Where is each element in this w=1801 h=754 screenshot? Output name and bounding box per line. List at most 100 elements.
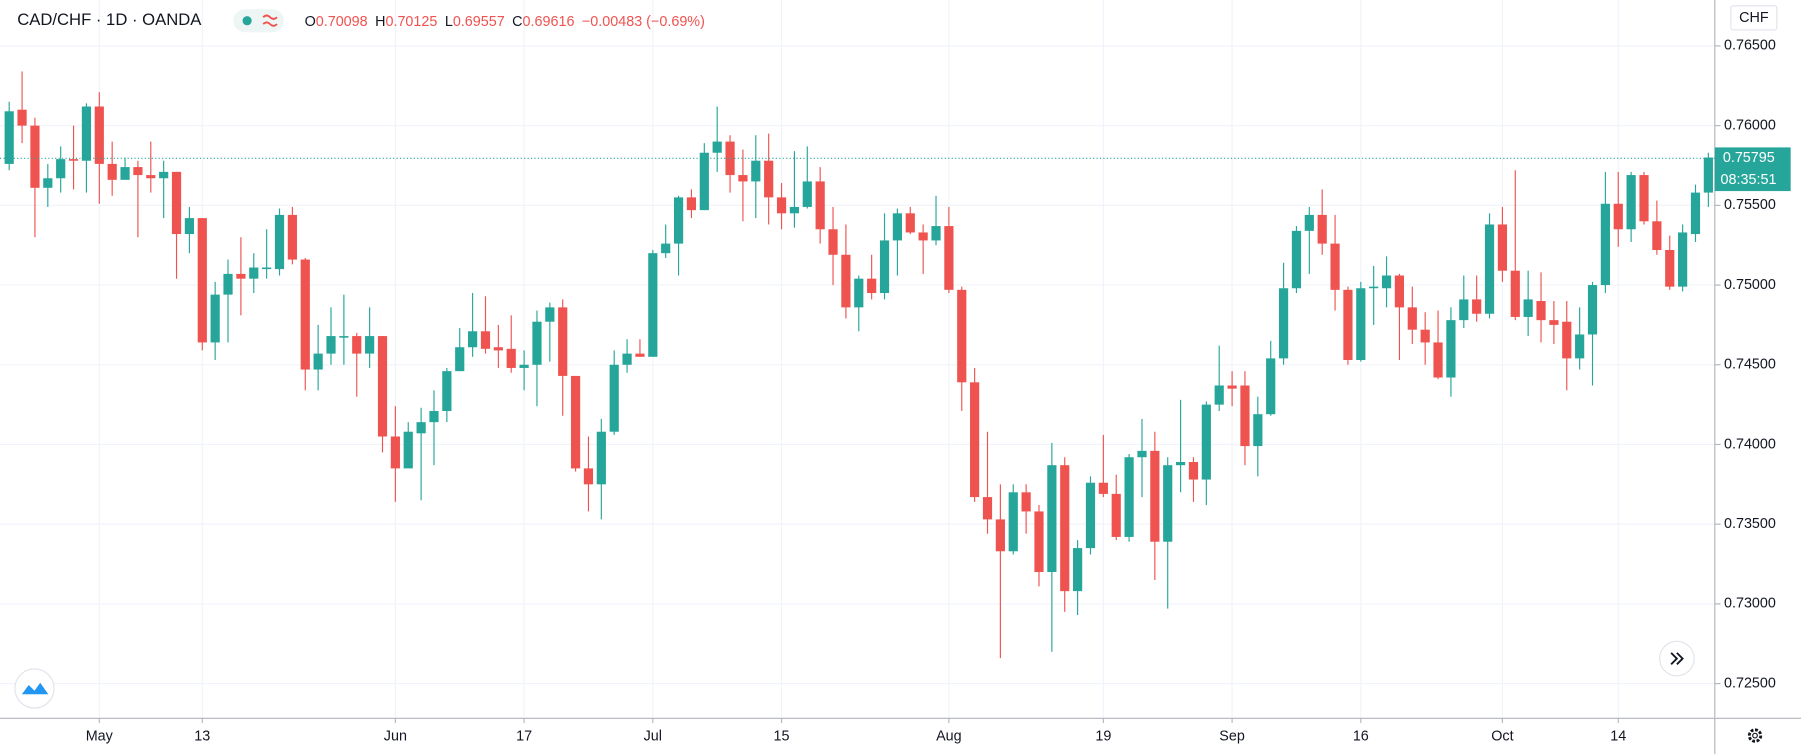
candle-body xyxy=(1394,275,1405,308)
candle-body xyxy=(17,109,27,126)
candle-body xyxy=(1240,385,1250,447)
candle-body xyxy=(390,436,400,469)
x-tick-label: 15 xyxy=(774,729,790,745)
candle-body xyxy=(468,331,478,348)
candle-body xyxy=(1008,492,1018,552)
last-price-label: 0.75795 xyxy=(1723,150,1775,166)
candle-body xyxy=(1330,243,1340,290)
candle-body xyxy=(326,336,336,354)
candle-body xyxy=(1523,299,1533,317)
logo-button[interactable] xyxy=(14,668,55,709)
candle-body xyxy=(56,159,66,179)
y-tick-label: 0.72500 xyxy=(1724,675,1776,691)
currency-box[interactable] xyxy=(1730,5,1778,31)
candle-body xyxy=(532,321,542,365)
candle-body xyxy=(313,353,323,370)
candle-body xyxy=(1549,320,1559,325)
candle-body xyxy=(429,410,439,423)
candle-body xyxy=(751,160,761,182)
candle-body xyxy=(1343,289,1353,360)
candle-body xyxy=(1652,221,1662,250)
candle-body xyxy=(1304,214,1314,231)
y-tick-label: 0.75500 xyxy=(1724,197,1776,213)
candle-body xyxy=(1600,203,1610,286)
candle-body xyxy=(1575,334,1585,359)
ohlc-key: H xyxy=(375,14,385,30)
x-tick-label: 17 xyxy=(516,729,532,745)
candle-body xyxy=(1497,224,1508,271)
y-tick-label: 0.76500 xyxy=(1724,38,1776,54)
candle-body xyxy=(841,254,851,308)
candles xyxy=(4,71,1713,659)
ohlc-key: O xyxy=(305,14,316,30)
x-tick-label: 19 xyxy=(1095,729,1111,745)
countdown-label: 08:35:51 xyxy=(1721,172,1777,188)
candle-body xyxy=(210,294,220,343)
candle-body xyxy=(94,106,104,164)
candle-body xyxy=(828,229,838,255)
candle-body xyxy=(815,181,825,230)
candle-body xyxy=(1047,465,1057,573)
candle-body xyxy=(159,171,169,179)
settings-icon[interactable] xyxy=(1747,728,1763,743)
candle-body xyxy=(81,106,92,161)
y-tick-label: 0.74000 xyxy=(1724,436,1776,452)
y-tick-label: 0.75000 xyxy=(1724,277,1776,293)
candle-body xyxy=(249,267,259,279)
logo-icon xyxy=(21,682,49,695)
candle-body xyxy=(352,336,362,354)
candle-body xyxy=(1356,288,1366,360)
candle-body xyxy=(944,226,954,290)
candle-body xyxy=(377,336,388,437)
x-tick-label: 13 xyxy=(194,729,210,745)
candle-body xyxy=(1678,232,1688,287)
candle-body xyxy=(236,273,246,279)
ohlc-value: 0.69616 xyxy=(523,14,575,30)
candle-body xyxy=(274,214,285,270)
currency-label: CHF xyxy=(1739,10,1769,26)
candle-body xyxy=(545,307,555,322)
candle-body xyxy=(197,218,207,343)
candle-body xyxy=(905,213,915,233)
candle-body xyxy=(1446,320,1456,378)
candle-body xyxy=(570,375,581,469)
candle-body xyxy=(892,213,902,241)
candle-body xyxy=(1407,307,1417,330)
candle-body xyxy=(43,178,53,188)
ohlc-value: 0.69557 xyxy=(453,14,505,30)
x-tick-label: Aug xyxy=(936,729,962,745)
candle-body xyxy=(802,181,812,207)
candle-body xyxy=(686,197,697,211)
ohlc-key: L xyxy=(445,14,453,30)
candle-body xyxy=(1175,462,1186,466)
candle-body xyxy=(1163,465,1173,542)
candle-body xyxy=(725,141,735,176)
candle-body xyxy=(1665,249,1675,287)
candle-body xyxy=(558,307,568,376)
candle-body xyxy=(146,175,156,179)
candle-body xyxy=(1459,299,1469,321)
candle-body xyxy=(287,214,297,260)
candle-body xyxy=(4,111,14,164)
ohlc-value: 0.70098 xyxy=(316,14,368,30)
candle-body xyxy=(1266,358,1276,415)
candle-body xyxy=(1562,321,1572,359)
candle-body xyxy=(1124,457,1134,537)
candle-body xyxy=(635,353,645,357)
candle-body xyxy=(918,232,928,241)
ohlc-legend: O0.70098 H0.70125 L0.69557 C0.69616 −0.0… xyxy=(305,14,705,30)
settings-icon-center xyxy=(1752,732,1758,739)
status-dot xyxy=(242,16,252,26)
y-tick-label: 0.73500 xyxy=(1724,516,1776,532)
candle-body xyxy=(1613,203,1623,230)
status-badge[interactable] xyxy=(233,9,284,33)
candle-body xyxy=(622,353,632,365)
y-tick-label: 0.74500 xyxy=(1724,357,1776,373)
y-tick-label: 0.76000 xyxy=(1724,117,1776,133)
ohlc-key: C xyxy=(512,14,522,30)
candle-body xyxy=(738,175,748,182)
candle-body xyxy=(1253,414,1263,447)
candle-body xyxy=(1021,492,1031,512)
